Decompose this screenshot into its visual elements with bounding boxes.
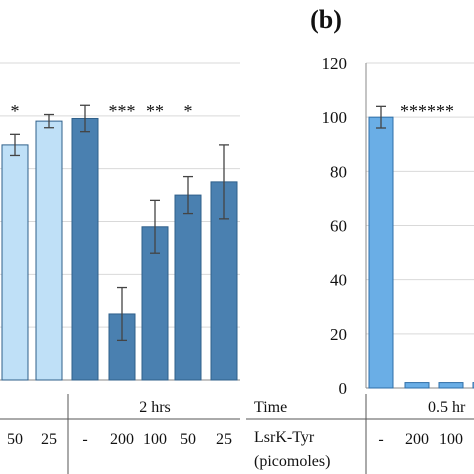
panel-a-bar	[35, 120, 63, 381]
panel-a-bar	[71, 117, 99, 381]
panel-a-x-tick-label: 25	[41, 431, 57, 448]
panel-b-time-label: 0.5 hr	[428, 399, 466, 416]
panel-b-x-tick-label: -	[378, 431, 383, 448]
panel-b-y-tick-label: 100	[322, 108, 348, 127]
panel-a-time-label: 2 hrs	[139, 399, 171, 416]
row-label-lsrk: LsrK-Tyr (picomoles)	[254, 429, 330, 470]
panel-a-significance: *	[11, 101, 20, 121]
panel-a-x-tick-label: 50	[7, 431, 23, 448]
panel-b-bar	[368, 116, 394, 389]
panel-a-x-tick-label: -	[82, 431, 87, 448]
panel-b-bar	[404, 382, 430, 389]
panel-a-x-tick-label: 50	[180, 431, 196, 448]
panel-a-x-tick-label: 200	[110, 431, 134, 448]
panel-b-bar	[438, 382, 464, 389]
panel-a-significance: ***	[109, 101, 136, 121]
panel-b-y-tick-label: 120	[322, 54, 348, 73]
panel-b-y-tick-label: 60	[330, 217, 347, 236]
panel-b-y-tick-label: 0	[339, 379, 348, 398]
panel-a-bar	[1, 144, 29, 381]
panel-b-title: (b)	[310, 5, 342, 34]
panel-a-bar	[108, 313, 136, 381]
panel-a-significance: **	[146, 101, 164, 121]
panel-a-bar	[174, 194, 202, 381]
panel-b-significance: ******	[400, 101, 454, 121]
row-label-time: Time	[254, 399, 287, 416]
panel-a-x-tick-label: 25	[216, 431, 232, 448]
panel-b-x-tick-label: 200	[405, 431, 429, 448]
panel-b-y-tick-label: 40	[330, 271, 347, 290]
panel-b-y-tick-label: 80	[330, 162, 347, 181]
panel-b-y-tick-label: 20	[330, 325, 347, 344]
panel-a-x-tick-label: 100	[143, 431, 167, 448]
panel-b-x-tick-label: 100	[439, 431, 463, 448]
panel-a-significance: *	[184, 101, 193, 121]
